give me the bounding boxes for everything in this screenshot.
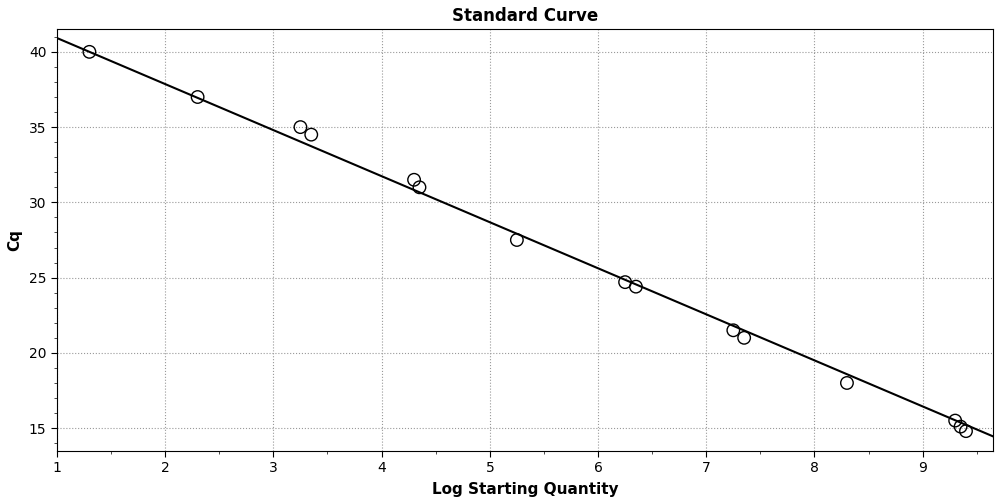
Point — [190, 93, 206, 101]
Point — [509, 236, 525, 244]
Point — [958, 427, 974, 435]
Point — [947, 417, 963, 425]
Point — [411, 183, 427, 192]
Point — [736, 334, 752, 342]
Point — [406, 176, 422, 184]
Y-axis label: Cq: Cq — [7, 229, 22, 251]
Point — [953, 422, 969, 430]
Point — [725, 326, 741, 334]
Point — [839, 379, 855, 387]
Point — [303, 131, 319, 139]
Point — [292, 123, 308, 131]
Point — [628, 283, 644, 291]
Point — [617, 278, 633, 286]
Point — [81, 48, 97, 56]
X-axis label: Log Starting Quantity: Log Starting Quantity — [432, 482, 618, 497]
Title: Standard Curve: Standard Curve — [452, 7, 598, 25]
